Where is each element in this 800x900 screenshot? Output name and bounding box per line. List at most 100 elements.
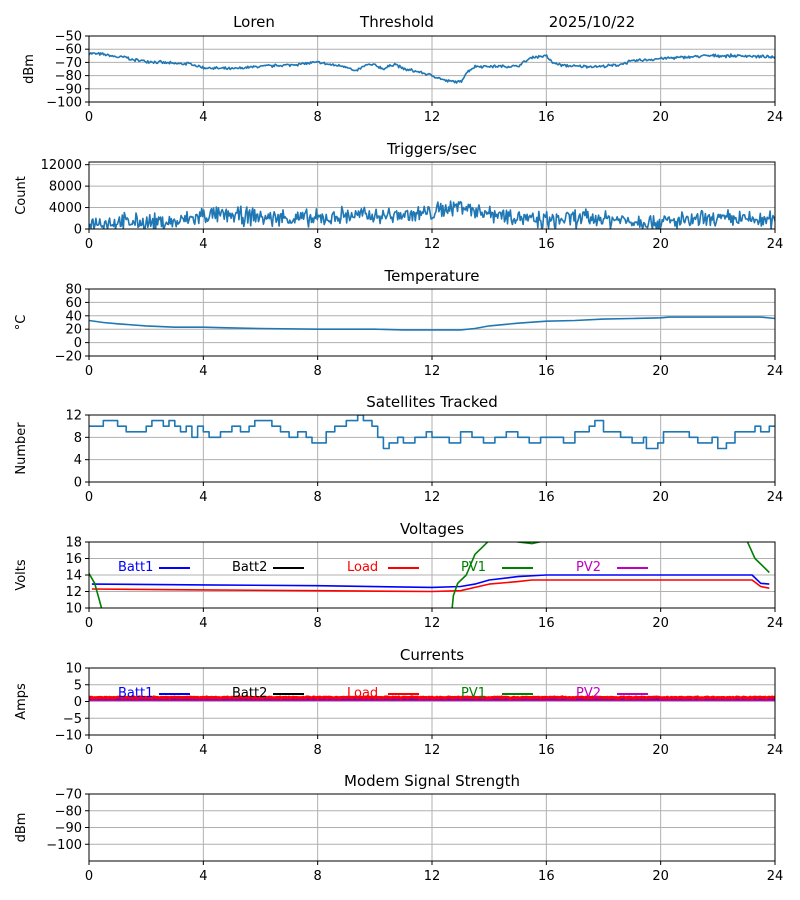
legend-label: PV1 <box>461 560 486 575</box>
x-tick-label: 16 <box>538 869 555 884</box>
y-tick-label: 80 <box>65 283 82 298</box>
x-tick-label: 8 <box>314 616 322 631</box>
x-tick-label: 16 <box>538 743 555 758</box>
y-tick-label: 40 <box>65 309 82 324</box>
y-tick-label: −5 <box>63 712 82 727</box>
plot-frame <box>88 414 776 483</box>
x-tick-label: 24 <box>767 110 784 125</box>
x-tick-label: 4 <box>199 110 207 125</box>
x-tick-label: 20 <box>652 616 669 631</box>
y-axis-label: Volts <box>14 559 29 591</box>
y-tick-label: 0 <box>74 476 82 491</box>
legend-label: PV2 <box>576 686 601 701</box>
y-tick-label: 4000 <box>49 201 82 216</box>
x-tick-label: 0 <box>85 364 93 379</box>
y-tick-label: 8000 <box>49 180 82 195</box>
y-tick-label: 12000 <box>41 158 82 173</box>
x-tick-label: 20 <box>652 110 669 125</box>
x-tick-label: 20 <box>652 869 669 884</box>
y-tick-label: 10 <box>65 662 82 677</box>
x-tick-label: 20 <box>652 490 669 505</box>
x-tick-label: 12 <box>424 110 441 125</box>
x-tick-label: 4 <box>199 490 207 505</box>
series-line-triggers <box>89 200 775 229</box>
x-tick-label: 12 <box>424 616 441 631</box>
chart-satellites: Satellites Tracked Number 0 4 8 12 16 20 24 0 4 8 12 <box>14 393 783 505</box>
legend-label: Batt2 <box>232 686 267 701</box>
y-axis-label: dBm <box>14 813 29 843</box>
y-tick-label: 10 <box>65 602 82 617</box>
y-tick-label: −90 <box>55 821 82 836</box>
plot-frame <box>88 161 776 230</box>
y-tick-label: 12 <box>65 585 82 600</box>
y-tick-label: 0 <box>74 223 82 238</box>
x-tick-label: 0 <box>85 869 93 884</box>
x-tick-label: 12 <box>424 743 441 758</box>
x-tick-label: 12 <box>424 490 441 505</box>
chart-threshold: dBm 0 4 8 12 16 20 24 −50−60−70−80−90−100 <box>22 30 783 126</box>
x-tick-label: 4 <box>199 364 207 379</box>
series-line-load <box>89 695 775 700</box>
x-tick-label: 8 <box>314 490 322 505</box>
y-tick-label: −80 <box>55 69 82 84</box>
x-tick-label: 20 <box>652 237 669 252</box>
chart-title: Voltages <box>400 520 464 538</box>
x-tick-label: 8 <box>314 110 322 125</box>
y-axis-label: °C <box>14 315 29 331</box>
y-tick-label: −90 <box>55 82 82 97</box>
y-tick-label: 20 <box>65 323 82 338</box>
y-tick-label: −50 <box>55 30 82 45</box>
x-tick-label: 0 <box>85 237 93 252</box>
y-tick-label: −100 <box>46 96 82 111</box>
legend-label: Load <box>347 686 378 701</box>
legend-label: PV2 <box>576 560 601 575</box>
x-tick-label: 4 <box>199 237 207 252</box>
legend-label: Batt2 <box>232 560 267 575</box>
y-tick-label: −10 <box>55 729 82 744</box>
chart-modem: Modem Signal Strength dBm 0 4 8 12 16 20 24 −70−8… <box>14 772 783 884</box>
x-tick-label: 8 <box>314 237 322 252</box>
x-tick-label: 16 <box>538 616 555 631</box>
series-line-temperature <box>89 316 775 331</box>
station-name: Loren <box>233 13 275 31</box>
y-axis-label: dBm <box>22 54 37 84</box>
y-tick-label: −70 <box>55 56 82 71</box>
x-tick-label: 24 <box>767 237 784 252</box>
legend-label: Load <box>347 560 378 575</box>
series-line-threshold <box>89 51 775 84</box>
x-tick-label: 0 <box>85 490 93 505</box>
x-tick-label: 0 <box>85 743 93 758</box>
legend-label: Batt1 <box>118 560 153 575</box>
chart-title: Currents <box>400 646 464 664</box>
chart-title: Temperature <box>383 267 479 285</box>
y-tick-label: 18 <box>65 536 82 551</box>
y-tick-label: −80 <box>55 804 82 819</box>
x-tick-label: 12 <box>424 869 441 884</box>
plot-frame <box>88 667 776 736</box>
y-tick-label: −60 <box>55 43 82 58</box>
y-tick-label: −100 <box>46 838 82 853</box>
series-line-load <box>91 579 770 593</box>
x-tick-label: 0 <box>85 616 93 631</box>
chart-title: Satellites Tracked <box>366 393 497 411</box>
chart-title: Modem Signal Strength <box>344 772 520 790</box>
series-line-pv1 <box>451 542 770 608</box>
header-date: 2025/10/22 <box>549 13 635 31</box>
y-tick-label: 5 <box>74 678 82 693</box>
series-line-satellites <box>89 415 775 450</box>
x-tick-label: 16 <box>538 364 555 379</box>
x-tick-label: 4 <box>199 869 207 884</box>
plot-frame <box>88 793 776 862</box>
legend-label: Batt1 <box>118 686 153 701</box>
y-tick-label: 0 <box>74 336 82 351</box>
plot-frame <box>88 35 776 103</box>
x-tick-label: 16 <box>538 490 555 505</box>
x-tick-label: 24 <box>767 364 784 379</box>
y-tick-label: 60 <box>65 296 82 311</box>
x-tick-label: 24 <box>767 869 784 884</box>
y-axis-label: Amps <box>14 683 29 720</box>
x-tick-label: 4 <box>199 616 207 631</box>
plot-frame <box>88 541 776 609</box>
